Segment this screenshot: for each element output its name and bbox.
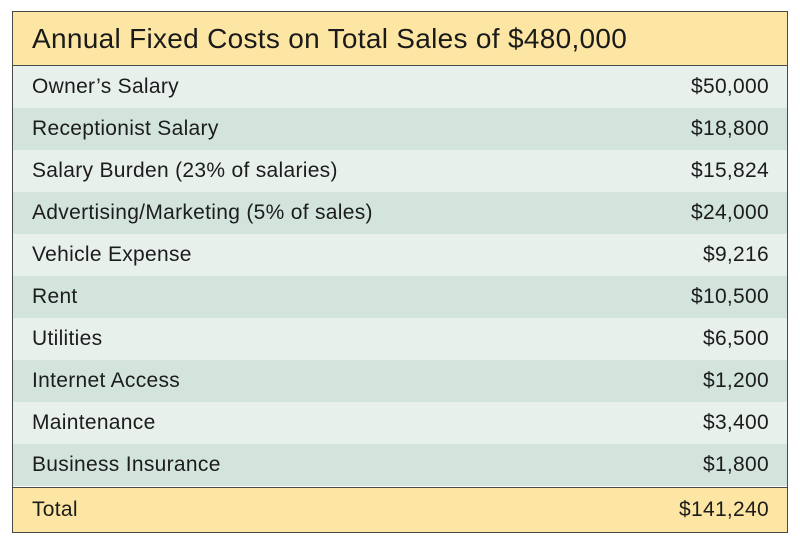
- table-header: Annual Fixed Costs on Total Sales of $48…: [13, 12, 787, 66]
- row-label: Rent: [32, 285, 78, 308]
- table-row: Owner’s Salary $50,000: [13, 66, 787, 108]
- row-amount: $50,000: [690, 75, 769, 98]
- row-amount: $18,800: [690, 117, 769, 140]
- row-label: Vehicle Expense: [32, 243, 192, 266]
- table-body: Owner’s Salary $50,000 Receptionist Sala…: [13, 66, 787, 486]
- table-row: Internet Access $1,200: [13, 360, 787, 402]
- total-amount: $141,240: [679, 498, 769, 521]
- row-amount: $6,500: [702, 327, 769, 350]
- row-amount: $10,500: [690, 285, 769, 308]
- table-title: Annual Fixed Costs on Total Sales of $48…: [32, 22, 628, 54]
- table-row: Receptionist Salary $18,800: [13, 108, 787, 150]
- row-amount: $9,216: [702, 243, 769, 266]
- row-label: Internet Access: [32, 369, 181, 392]
- table-row: Vehicle Expense $9,216: [13, 234, 787, 276]
- row-label: Utilities: [32, 327, 103, 350]
- table-row: Rent $10,500: [13, 276, 787, 318]
- row-amount: $24,000: [690, 201, 769, 224]
- row-label: Salary Burden (23% of salaries): [32, 159, 338, 182]
- table-row: Salary Burden (23% of salaries) $15,824: [13, 150, 787, 192]
- total-row: Total $141,240: [13, 487, 787, 532]
- table-row: Maintenance $3,400: [13, 402, 787, 444]
- row-label: Receptionist Salary: [32, 117, 219, 140]
- row-amount: $1,200: [702, 369, 769, 392]
- row-amount: $3,400: [702, 411, 769, 434]
- row-label: Owner’s Salary: [32, 75, 179, 98]
- table-row: Business Insurance $1,800: [13, 444, 787, 486]
- total-label: Total: [32, 498, 78, 521]
- row-label: Maintenance: [32, 411, 156, 434]
- row-amount: $15,824: [690, 159, 769, 182]
- row-amount: $1,800: [702, 453, 769, 476]
- row-label: Advertising/Marketing (5% of sales): [32, 201, 373, 224]
- table-row: Utilities $6,500: [13, 318, 787, 360]
- table-row: Advertising/Marketing (5% of sales) $24,…: [13, 192, 787, 234]
- fixed-costs-table: Annual Fixed Costs on Total Sales of $48…: [12, 11, 788, 533]
- row-label: Business Insurance: [32, 453, 221, 476]
